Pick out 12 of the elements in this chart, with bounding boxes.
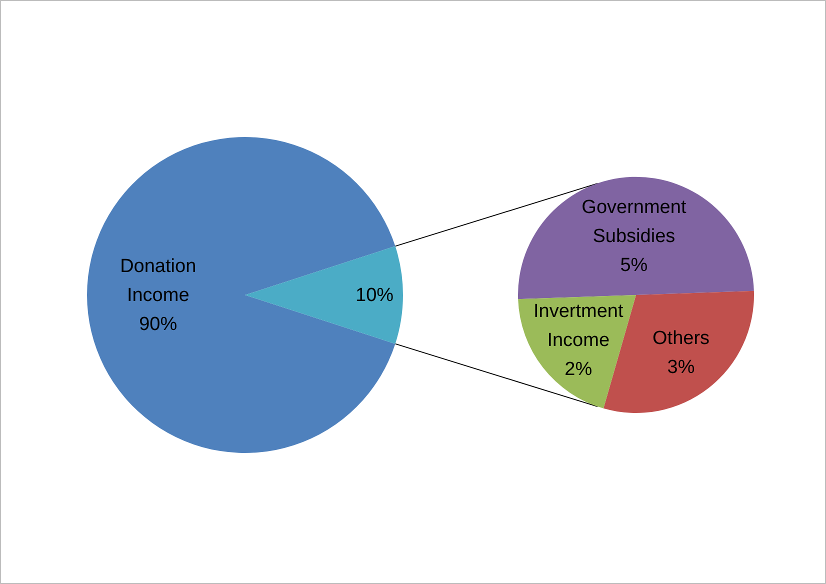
slice-label: Donation Income (120, 256, 196, 306)
data-label: 10% (356, 284, 394, 306)
data-label: 5% (620, 254, 648, 276)
pie-slice (87, 137, 396, 453)
data-label: 90% (139, 314, 178, 334)
pie-slice (245, 246, 403, 344)
slice-label: Government Subsidies (582, 196, 687, 247)
slice-label: Invertment Income (533, 300, 624, 351)
data-label: 2% (564, 358, 592, 380)
data-label: 3% (667, 356, 695, 378)
slice-label: Others (652, 328, 710, 349)
pie-slice (518, 176, 754, 300)
